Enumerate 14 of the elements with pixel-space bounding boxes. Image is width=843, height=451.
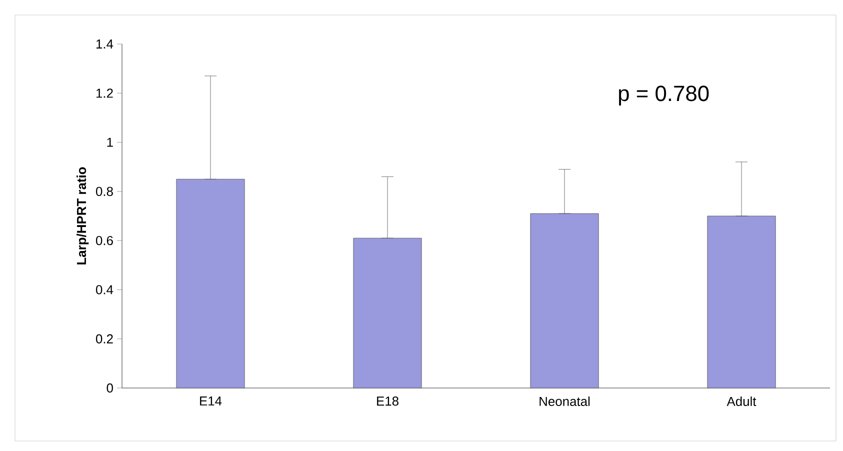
x-tick-label: Neonatal <box>540 396 590 406</box>
x-tick-label: E18 <box>377 396 398 406</box>
y-tick-label: 1.2 <box>96 88 113 98</box>
y-tick-label: 0.2 <box>96 334 113 344</box>
y-tick-label: 1 <box>107 138 113 147</box>
x-tick-label: Adult <box>726 396 756 406</box>
y-tick-label: 1.4 <box>96 40 114 48</box>
annotation: p = 0.780 <box>618 86 709 106</box>
x-tick-label: E14 <box>200 396 222 406</box>
y-tick-label: 0.6 <box>96 236 113 246</box>
y-tick-label: 0 <box>106 383 113 393</box>
y-tick-label: 0.4 <box>96 285 114 294</box>
y-tick-label: 0.8 <box>96 186 113 196</box>
y-axis-title: Larp/HPRT ratio <box>76 167 89 264</box>
